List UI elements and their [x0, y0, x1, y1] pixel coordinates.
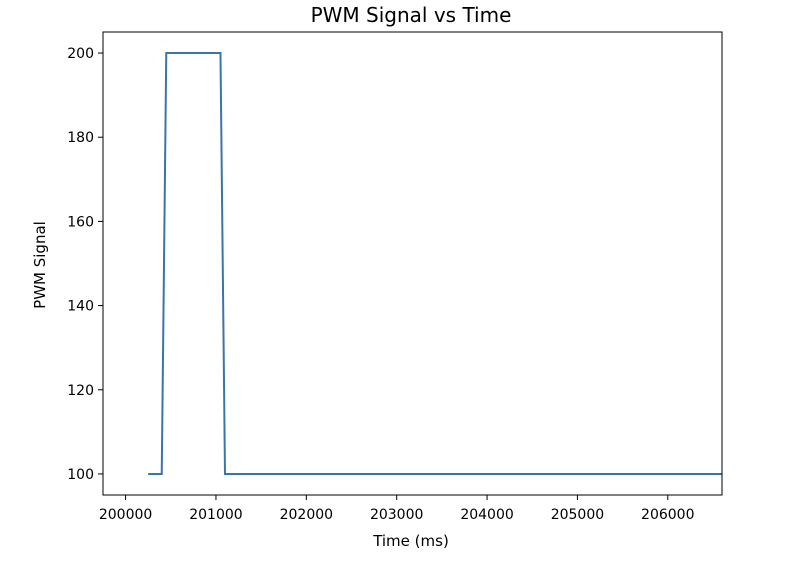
y-tick-label: 140 [67, 299, 94, 315]
x-axis-label: Time (ms) [372, 532, 449, 550]
x-tick-label: 205000 [551, 507, 604, 523]
y-tick-label: 200 [67, 46, 94, 62]
axes-frame [102, 31, 723, 496]
x-tick-label: 201000 [189, 507, 242, 523]
y-tick-label: 100 [67, 467, 94, 483]
x-tick-label: 206000 [641, 507, 694, 523]
y-axis-label: PWM Signal [31, 221, 49, 309]
series-line-0 [148, 52, 722, 475]
plot-area: 200000 201000 202000 203000 204000 205000 2060… [67, 31, 723, 523]
x-tick-label: 204000 [460, 507, 513, 523]
chart-title: PWM Signal vs Time [311, 3, 512, 27]
y-tick-label: 180 [67, 130, 94, 146]
x-tick-label: 202000 [280, 507, 333, 523]
x-tick-label: 200000 [99, 507, 152, 523]
x-tick-label: 203000 [370, 507, 423, 523]
y-tick-label: 120 [67, 383, 94, 399]
y-tick-label: 160 [67, 214, 94, 230]
